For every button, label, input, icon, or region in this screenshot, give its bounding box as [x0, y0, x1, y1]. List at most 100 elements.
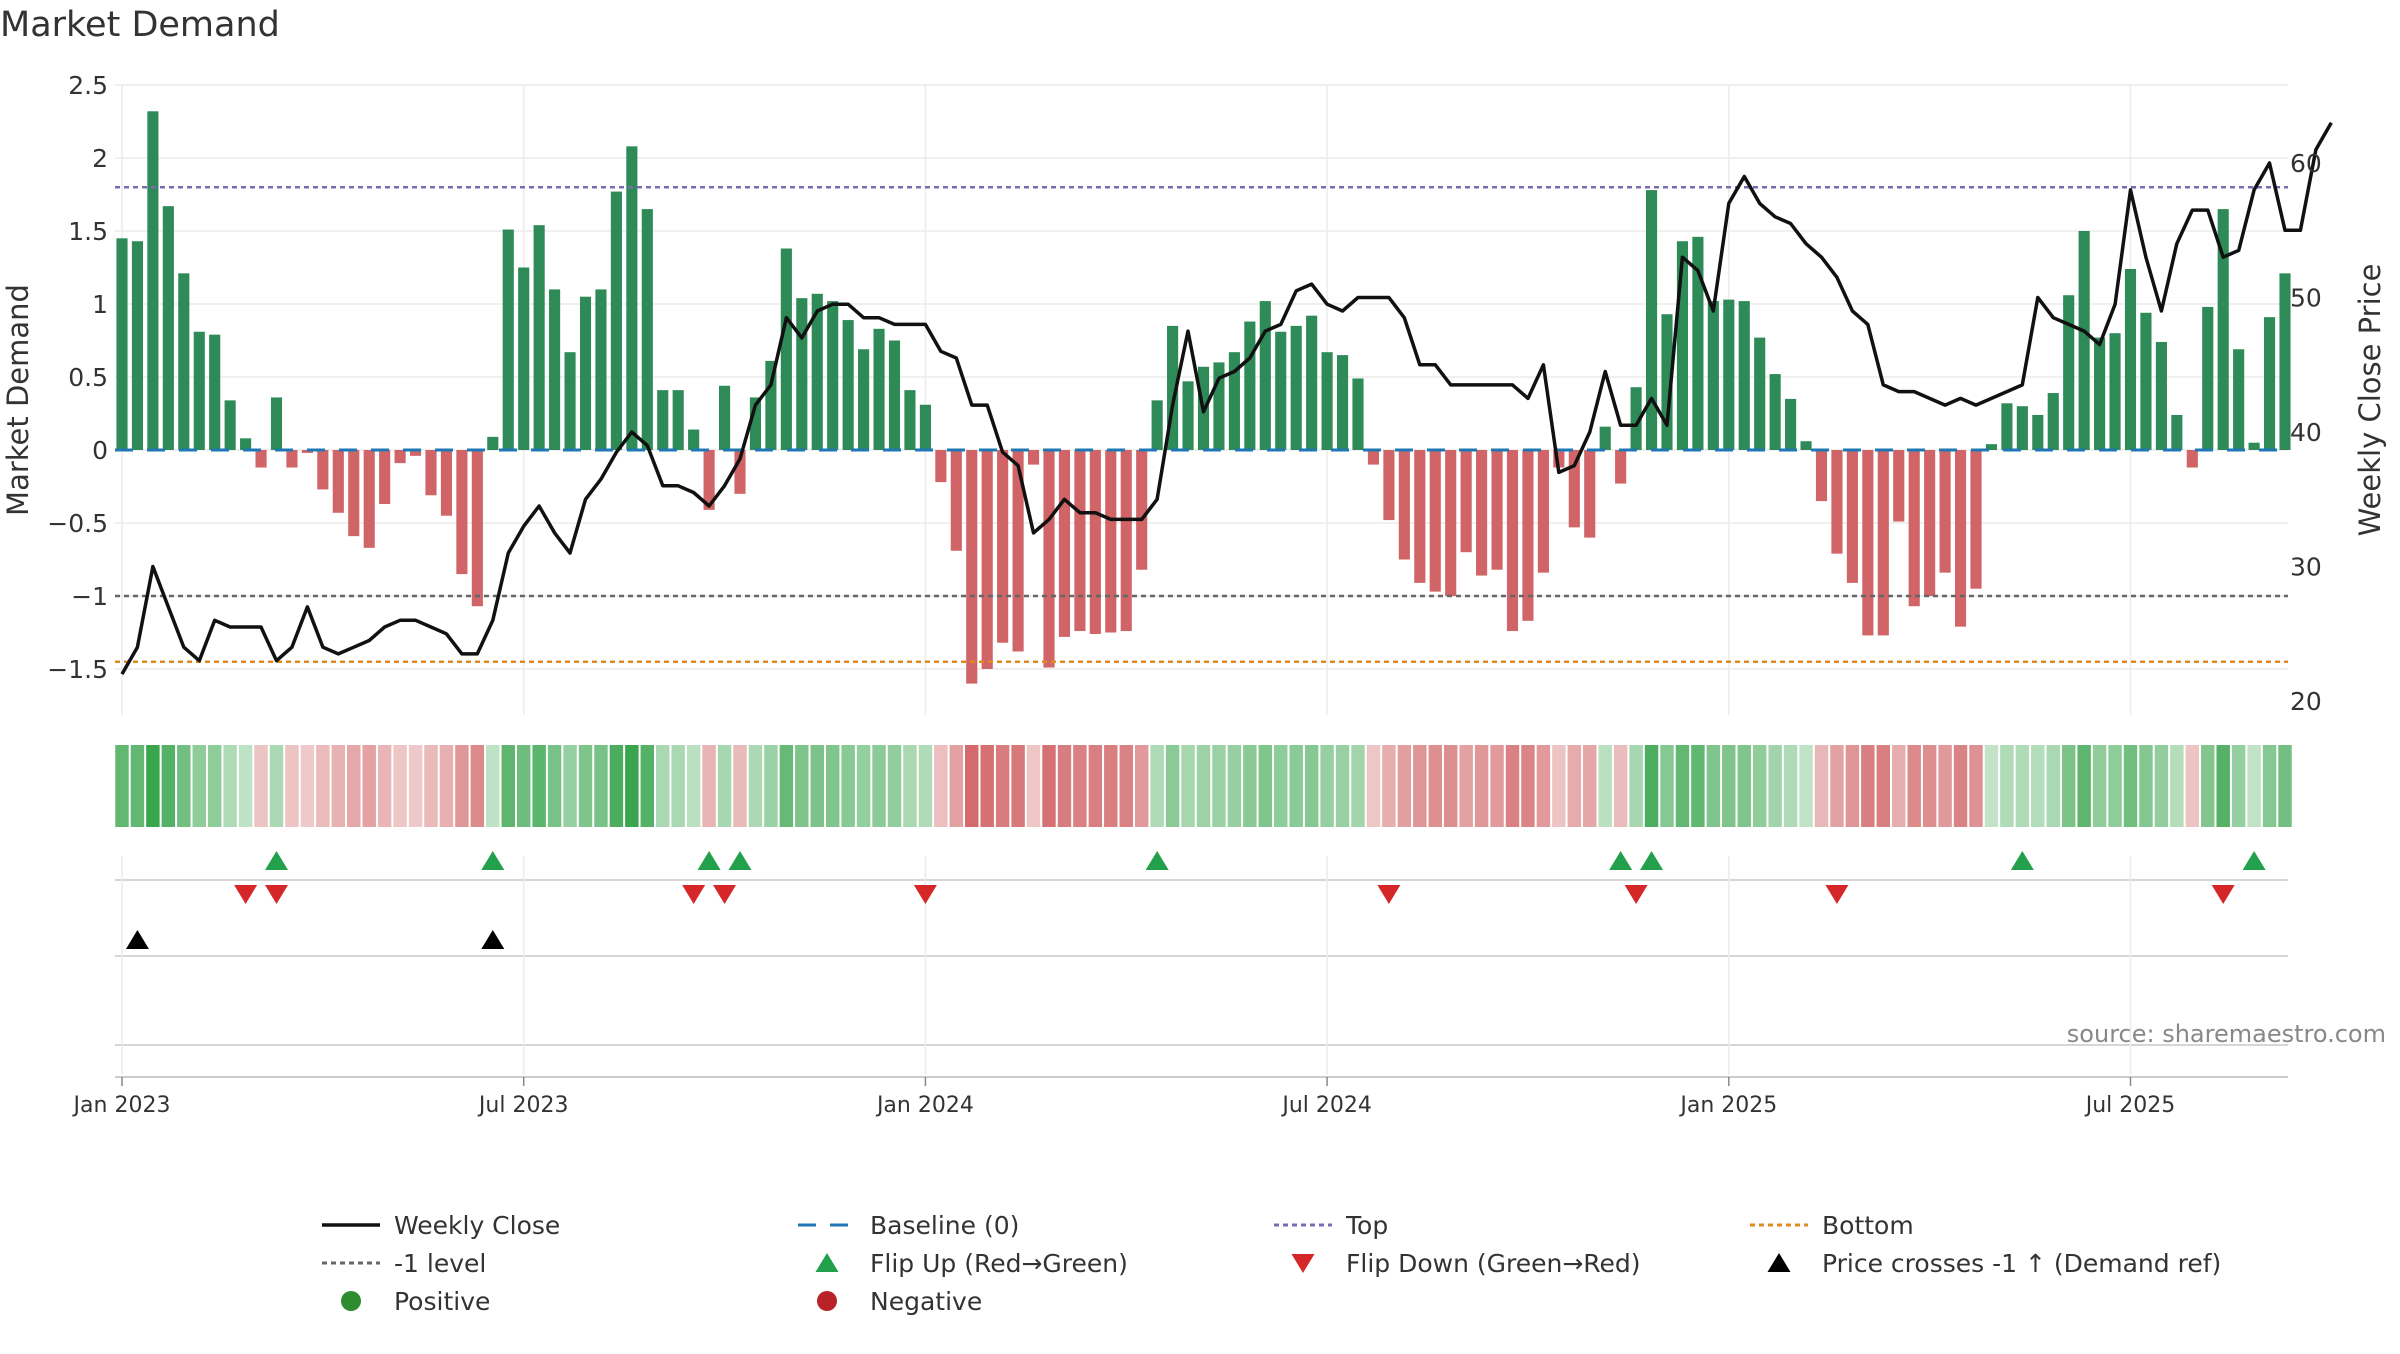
strip-cell [424, 745, 438, 827]
strip-cell [1783, 745, 1798, 827]
strip-cell [1413, 745, 1427, 827]
demand-bar-positive [549, 289, 561, 450]
flip-up-marker [728, 851, 752, 870]
demand-bar-positive [1645, 190, 1658, 450]
demand-bar-negative [1367, 450, 1380, 465]
strip-cell [516, 745, 531, 827]
demand-bar-positive [518, 267, 530, 450]
demand-bar-positive [718, 385, 731, 450]
strip-cell [1752, 745, 1767, 827]
strip-cell [1165, 745, 1180, 827]
demand-bar-positive [1151, 400, 1163, 450]
strip-cell [1150, 745, 1164, 827]
demand-bar-positive [626, 146, 638, 450]
strip-cell [1567, 745, 1582, 827]
flip-up-marker [481, 851, 505, 870]
strip-cell [501, 745, 515, 827]
demand-bar-negative [1120, 450, 1132, 632]
legend-item-negative: Negative [817, 1287, 982, 1316]
flip-down-marker [1377, 885, 1401, 904]
strip-cell [192, 745, 206, 827]
flip-down-marker [234, 885, 258, 904]
x-tick-label: Jul 2023 [477, 1093, 569, 1118]
demand-bar-negative [966, 450, 978, 684]
demand-bar-positive [610, 191, 622, 450]
demand-bar-positive [147, 111, 159, 450]
strip-cell [779, 745, 794, 827]
demand-bar-positive [2078, 231, 2090, 450]
demand-bar-negative [1553, 450, 1565, 468]
demand-bar-positive [2202, 306, 2214, 450]
demand-bar-negative [1862, 450, 1874, 636]
strip-cell [238, 745, 253, 827]
demand-bar-positive [595, 289, 607, 450]
strip-cell [825, 745, 840, 827]
demand-bar-positive [2233, 349, 2245, 450]
flip-down-marker [913, 885, 937, 904]
strip-cell [841, 745, 855, 827]
demand-bar-negative [1615, 450, 1627, 484]
strip-cell [2061, 745, 2076, 827]
strip-cell [408, 745, 423, 827]
demand-bar-negative [348, 450, 360, 537]
strip-cell [2216, 745, 2230, 827]
legend-label: Flip Down (Green→Red) [1346, 1249, 1641, 1278]
strip-cell [656, 745, 670, 827]
demand-bar-negative [1846, 450, 1858, 583]
demand-bar-positive [1290, 325, 1302, 450]
legend-swatch [815, 1253, 839, 1272]
strip-cell [594, 745, 608, 827]
demand-bar-negative [1074, 450, 1086, 632]
legend: Weekly Close Baseline (0) Top Bottom -1 leve… [322, 1211, 2221, 1316]
y2-axis: 60 50 40 30 20 [2290, 149, 2322, 716]
legend-item-positive: Positive [341, 1287, 490, 1316]
legend-label: Baseline (0) [870, 1211, 1019, 1240]
demand-bar-positive [1167, 325, 1179, 450]
strip-cell [1119, 745, 1133, 827]
demand-bar-positive [224, 400, 236, 450]
strip-cell [1212, 745, 1226, 827]
strip-cell [2077, 745, 2091, 827]
strip-cell [207, 745, 222, 827]
flip-down-marker [713, 885, 737, 904]
strip-cell [1613, 745, 1628, 827]
strip-cell [2139, 745, 2153, 827]
demand-bar-negative [1908, 450, 1920, 607]
strip-cell [1799, 745, 1813, 827]
y2-tick-label: 30 [2290, 553, 2322, 582]
strip-cell [1675, 745, 1690, 827]
demand-bar-positive [765, 360, 777, 450]
x-axis: Jan 2023 Jul 2023 Jan 2024 Jul 2024 Jan 2025… [72, 1076, 2288, 1118]
strip-cell [1397, 745, 1412, 827]
demand-bar-positive [1336, 355, 1349, 450]
strip-cell [316, 745, 330, 827]
demand-bar-positive [1275, 331, 1287, 450]
demand-bar-positive [2109, 333, 2121, 450]
legend-item-bottom: Bottom [1750, 1211, 1914, 1240]
event-markers [115, 851, 2288, 1075]
strip-cell [1181, 745, 1195, 827]
strip-cell [1227, 745, 1242, 827]
strip-cell [393, 745, 407, 827]
strip-cell [625, 745, 639, 827]
demand-bar-negative [1043, 450, 1055, 668]
demand-bar-positive [1352, 378, 1364, 450]
demand-bar-positive [873, 328, 885, 450]
demand-bar-positive [1259, 301, 1271, 450]
strip-cell [470, 745, 485, 827]
y-tick-label: 2.5 [68, 71, 108, 100]
strip-cell [130, 745, 145, 827]
demand-bar-negative [1893, 450, 1905, 522]
strip-cell [269, 745, 284, 827]
demand-bar-positive [904, 390, 916, 450]
strip-cell [455, 745, 469, 827]
flip-down-marker [1825, 885, 1849, 904]
strip-cell [609, 745, 624, 827]
demand-bar-positive [1182, 381, 1194, 450]
strip-cell [949, 745, 964, 827]
demand-bar-positive [2248, 442, 2260, 450]
x-tick-label: Jul 2024 [1280, 1093, 1372, 1118]
demand-bar-positive [2016, 406, 2028, 450]
flip-up-marker [697, 851, 721, 870]
